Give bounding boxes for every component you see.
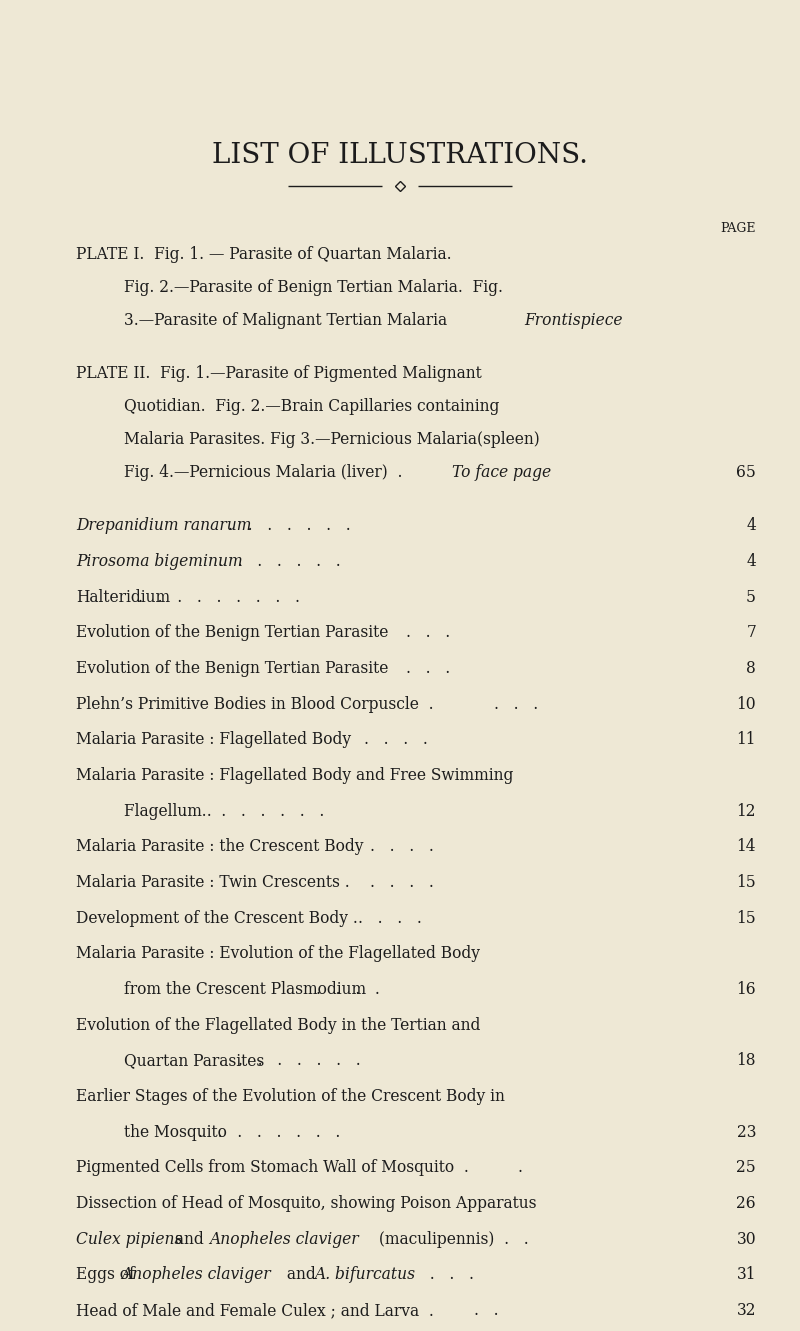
- Text: .   .   .   .: . . . .: [370, 874, 434, 890]
- Text: Malaria Parasites. Fig 3.—Pernicious Malaria(spleen): Malaria Parasites. Fig 3.—Pernicious Mal…: [124, 431, 540, 449]
- Text: 14: 14: [737, 839, 756, 856]
- Text: 4: 4: [746, 552, 756, 570]
- Text: .   .   .: . . .: [406, 660, 450, 677]
- Text: LIST OF ILLUSTRATIONS.: LIST OF ILLUSTRATIONS.: [212, 142, 588, 169]
- Text: (maculipennis)  .   .: (maculipennis) . .: [374, 1231, 529, 1247]
- Text: .   .   .   .   .   .   .   .: . . . . . . . .: [182, 803, 325, 820]
- Text: Malaria Parasite : Evolution of the Flagellated Body: Malaria Parasite : Evolution of the Flag…: [76, 945, 480, 962]
- Text: 11: 11: [737, 731, 756, 748]
- Text: Pigmented Cells from Stomach Wall of Mosquito  .: Pigmented Cells from Stomach Wall of Mos…: [76, 1159, 469, 1177]
- Text: Dissection of Head of Mosquito, showing Poison Apparatus: Dissection of Head of Mosquito, showing …: [76, 1195, 537, 1213]
- Text: 25: 25: [736, 1159, 756, 1177]
- Text: .   .   .   .: . . . .: [370, 839, 434, 856]
- Text: .   .   .   .   .   .   .   .   .: . . . . . . . . .: [138, 588, 300, 606]
- Text: 3.—Parasite of Malignant Tertian Malaria: 3.—Parasite of Malignant Tertian Malaria: [124, 313, 447, 329]
- Text: Quartan Parasites: Quartan Parasites: [124, 1053, 264, 1069]
- Text: 5: 5: [746, 588, 756, 606]
- Text: Head of Male and Female Culex ; and Larva  .: Head of Male and Female Culex ; and Larv…: [76, 1302, 434, 1319]
- Text: 16: 16: [736, 981, 756, 998]
- Text: Quotidian.  Fig. 2.—Brain Capillaries containing: Quotidian. Fig. 2.—Brain Capillaries con…: [124, 398, 499, 415]
- Text: .   .   .   .   .   .   .: . . . . . . .: [238, 1053, 361, 1069]
- Text: .   .   .: . . .: [494, 696, 538, 712]
- Text: PLATE I.  Fig. 1. — Parasite of Quartan Malaria.: PLATE I. Fig. 1. — Parasite of Quartan M…: [76, 246, 452, 264]
- Text: 31: 31: [737, 1266, 756, 1283]
- Text: Development of the Crescent Body .: Development of the Crescent Body .: [76, 909, 358, 926]
- Text: the Mosquito: the Mosquito: [124, 1123, 227, 1141]
- Text: .   .   .: . . .: [406, 624, 450, 642]
- Text: .   .   .   .   .   .   .   .: . . . . . . . .: [198, 1123, 341, 1141]
- Text: Anopheles claviger: Anopheles claviger: [122, 1266, 271, 1283]
- Text: 65: 65: [736, 465, 756, 482]
- Text: 10: 10: [736, 696, 756, 712]
- Text: Eggs of: Eggs of: [76, 1266, 140, 1283]
- Text: 15: 15: [736, 874, 756, 890]
- Text: 12: 12: [737, 803, 756, 820]
- Text: Earlier Stages of the Evolution of the Crescent Body in: Earlier Stages of the Evolution of the C…: [76, 1087, 505, 1105]
- Text: 8: 8: [746, 660, 756, 677]
- Text: Halteridium: Halteridium: [76, 588, 170, 606]
- Text: 26: 26: [736, 1195, 756, 1213]
- Text: from the Crescent Plasmodium: from the Crescent Plasmodium: [124, 981, 366, 998]
- Text: PLATE II.  Fig. 1.—Parasite of Pigmented Malignant: PLATE II. Fig. 1.—Parasite of Pigmented …: [76, 365, 482, 382]
- Text: Evolution of the Benign Tertian Parasite: Evolution of the Benign Tertian Parasite: [76, 660, 388, 677]
- Text: and: and: [170, 1231, 208, 1247]
- Text: .   .   .   .   .   .   .: . . . . . . .: [228, 518, 350, 534]
- Text: Drepanidium ranarum: Drepanidium ranarum: [76, 518, 251, 534]
- Text: .   .   .   .: . . . .: [364, 731, 428, 748]
- Text: Malaria Parasite : Flagellated Body and Free Swimming: Malaria Parasite : Flagellated Body and …: [76, 767, 514, 784]
- Text: Frontispiece: Frontispiece: [524, 313, 622, 329]
- Text: .: .: [518, 1159, 522, 1177]
- Text: Pirosoma bigeminum: Pirosoma bigeminum: [76, 552, 242, 570]
- Text: Malaria Parasite : the Crescent Body: Malaria Parasite : the Crescent Body: [76, 839, 363, 856]
- Text: PAGE: PAGE: [721, 222, 756, 236]
- Text: Malaria Parasite : Twin Crescents .: Malaria Parasite : Twin Crescents .: [76, 874, 350, 890]
- Text: 30: 30: [736, 1231, 756, 1247]
- Text: and: and: [282, 1266, 320, 1283]
- Text: .   .   .   .   .   .   .: . . . . . . .: [218, 552, 340, 570]
- Text: Fig. 2.—Parasite of Benign Tertian Malaria.  Fig.: Fig. 2.—Parasite of Benign Tertian Malar…: [124, 280, 503, 297]
- Text: 4: 4: [746, 518, 756, 534]
- Text: .   .   .   .: . . . .: [358, 909, 422, 926]
- Text: .   .: . .: [474, 1302, 498, 1319]
- Text: .   .   .   .: . . . .: [316, 981, 380, 998]
- Text: Evolution of the Benign Tertian Parasite: Evolution of the Benign Tertian Parasite: [76, 624, 388, 642]
- Text: A. bifurcatus: A. bifurcatus: [314, 1266, 415, 1283]
- Text: Flagellum .: Flagellum .: [124, 803, 212, 820]
- Text: 32: 32: [737, 1302, 756, 1319]
- Text: 15: 15: [736, 909, 756, 926]
- Text: Fig. 4.—Pernicious Malaria (liver)  .: Fig. 4.—Pernicious Malaria (liver) .: [124, 465, 402, 482]
- Text: 23: 23: [737, 1123, 756, 1141]
- Text: 7: 7: [746, 624, 756, 642]
- Text: .   .   .: . . .: [420, 1266, 474, 1283]
- Text: 18: 18: [737, 1053, 756, 1069]
- Text: Culex pipiens: Culex pipiens: [76, 1231, 182, 1247]
- Text: Malaria Parasite : Flagellated Body: Malaria Parasite : Flagellated Body: [76, 731, 351, 748]
- Text: Plehn’s Primitive Bodies in Blood Corpuscle  .: Plehn’s Primitive Bodies in Blood Corpus…: [76, 696, 434, 712]
- Text: Anopheles claviger: Anopheles claviger: [210, 1231, 359, 1247]
- Text: Evolution of the Flagellated Body in the Tertian and: Evolution of the Flagellated Body in the…: [76, 1017, 480, 1034]
- Text: To face page: To face page: [452, 465, 551, 482]
